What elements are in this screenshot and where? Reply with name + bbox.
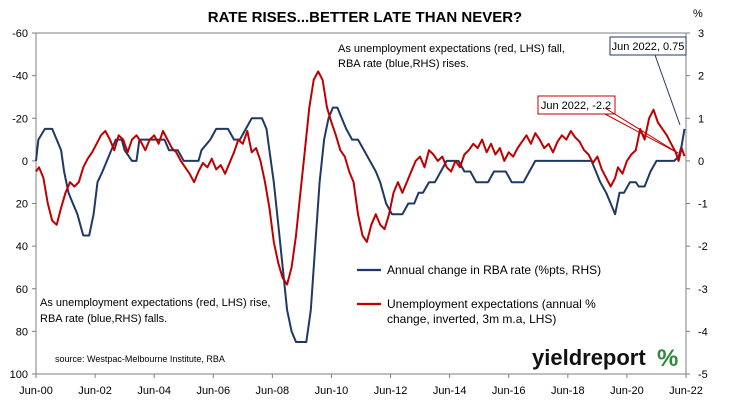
annotation-bottom-line-1: As unemployment expectations (red, LHS) … [40,297,271,309]
x-tick-label-8: Jun-16 [492,385,526,397]
right-axis-unit: % [693,8,703,20]
series-layer [35,70,686,343]
chart-title: RATE RISES...BETTER LATE THAN NEVER? [208,9,522,26]
logo-wordmark: yieldreport [532,345,646,370]
right-tick-label-0: 3 [698,28,704,40]
right-tick-label-5: -2 [698,241,708,253]
x-tick-label-6: Jun-12 [374,385,408,397]
x-tick-label-9: Jun-18 [551,385,585,397]
left-tick-label-6: 60 [16,284,28,296]
right-axis-ticks: 3 2 1 0 -1 -2 -3 -4 -5 [686,28,708,381]
left-tick-label-3: 0 [22,156,28,168]
left-tick-label-0: -60 [12,28,28,40]
left-tick-label-7: 80 [16,326,28,338]
left-tick-label-5: 40 [16,241,28,253]
x-tick-label-5: Jun-10 [315,385,349,397]
right-tick-label-3: 0 [698,156,704,168]
x-tick-label-4: Jun-08 [256,385,290,397]
legend-label-unemployment-line-2: change, inverted, 3m m.a, LHS) [387,312,556,326]
left-tick-label-4: 20 [16,199,28,211]
callout-red-box [537,95,616,115]
x-tick-label-11: Jun-22 [669,385,703,397]
yieldreport-logo: yieldreport % [532,345,678,372]
legend-label-rba: Annual change in RBA rate (%pts, RHS) [387,263,601,277]
legend-label-unemployment: Unemployment expectations (annual % chan… [387,297,599,326]
x-tick-label-7: Jun-14 [433,385,467,397]
callout-red-leader-2 [604,107,679,154]
right-tick-label-4: -1 [698,199,708,211]
left-axis-ticks: -60 -40 -20 0 20 40 60 80 100 [10,28,36,381]
callout-red-leader-1 [604,113,679,154]
x-axis-ticks: Jun-00 Jun-02 Jun-04 Jun-06 Jun-08 Jun-10 Jun-… [19,374,703,397]
x-tick-label-0: Jun-00 [19,385,53,397]
annotation-bottom-line-2: RBA rate (blue,RHS) falls. [40,313,167,325]
callout-blue-label: Jun 2022, 0.75 [612,41,685,53]
annotation-top-line-2: RBA rate (blue,RHS) rises. [338,58,469,70]
right-tick-label-8: -5 [698,369,708,381]
left-tick-label-2: -20 [12,113,28,125]
annotation-top-line-1: As unemployment expectations (red, LHS) … [338,43,565,55]
legend-label-unemployment-line-1: Unemployment expectations (annual % [387,297,596,311]
callout-red-label: Jun 2022, -2.2 [541,100,611,112]
left-tick-label-1: -40 [12,71,28,83]
right-tick-label-7: -4 [698,326,708,338]
series-line-rba-rate [35,106,686,343]
callout-blue-box [609,36,687,56]
x-tick-label-3: Jun-06 [196,385,230,397]
source-note: source: Westpac-Melbourne Institute, RBA [55,354,225,364]
x-tick-label-1: Jun-02 [78,385,112,397]
legend: Annual change in RBA rate (%pts, RHS) Un… [357,263,601,326]
logo-percent-icon: % [657,345,678,372]
x-tick-label-10: Jun-20 [610,385,644,397]
callout-blue-leader [654,54,681,126]
right-tick-label-1: 2 [698,71,704,83]
right-tick-label-2: 1 [698,113,704,125]
x-tick-label-2: Jun-04 [137,385,171,397]
series-line-unemployment-expectations [35,70,686,286]
left-tick-label-8: 100 [10,369,28,381]
right-tick-label-6: -3 [698,284,708,296]
